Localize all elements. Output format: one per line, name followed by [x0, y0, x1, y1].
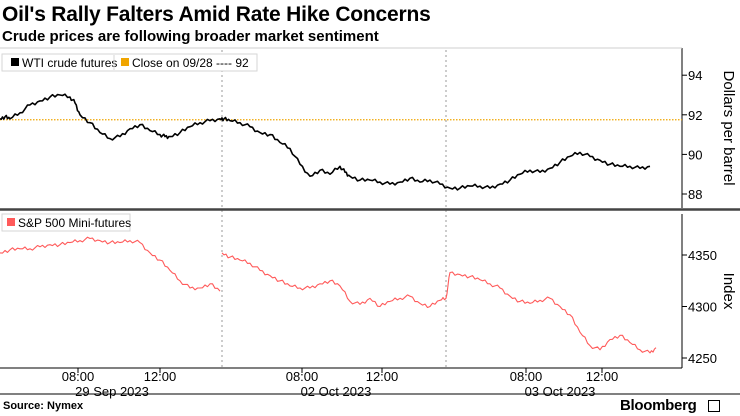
source-note: Source: Nymex [3, 400, 84, 412]
y-tick-label: 4300 [688, 300, 717, 315]
x-date-label: 02 Oct 2023 [301, 384, 372, 399]
legend-label-close: Close on 09/28 ---- 92 [132, 56, 249, 70]
y-tick-label: 4350 [688, 248, 717, 263]
chart-title: Oil's Rally Falters Amid Rate Hike Conce… [2, 3, 431, 26]
chart-subtitle: Crude prices are following broader marke… [2, 28, 379, 45]
x-tick-label-time: 08:00 [510, 369, 543, 384]
sp500-series-line [221, 252, 657, 354]
legend-label-wti: WTI crude futures [22, 56, 117, 70]
legend-box-oil [1, 53, 258, 72]
x-date-label: 03 Oct 2023 [525, 384, 596, 399]
x-tick-label-time: 12:00 [366, 369, 399, 384]
y-tick-label: 92 [688, 108, 702, 123]
x-tick-label-time: 08:00 [62, 369, 95, 384]
x-tick-label-time: 08:00 [286, 369, 319, 384]
x-tick-label-time: 12:00 [586, 369, 619, 384]
legend-swatch-spx [7, 218, 15, 226]
sp500-series-line [0, 236, 221, 292]
y-tick-label: 4250 [688, 351, 717, 366]
legend-label-spx: S&P 500 Mini-futures [18, 216, 131, 230]
y-axis-label: Index [720, 273, 737, 310]
legend-box-spx [1, 213, 131, 232]
y-tick-label: 90 [688, 147, 702, 162]
wti-crude-series-line [0, 93, 651, 191]
y-tick-label: 88 [688, 187, 702, 202]
y-axis-label: Dollars per barrel [720, 70, 737, 185]
legend-swatch-close [121, 58, 129, 66]
x-date-label: 29 Sep 2023 [75, 384, 149, 399]
bloomberg-icon [708, 400, 720, 412]
y-tick-label: 94 [688, 68, 702, 83]
brand-logo: Bloomberg [620, 397, 697, 414]
legend-swatch-wti [11, 58, 19, 66]
x-tick-label-time: 12:00 [144, 369, 177, 384]
